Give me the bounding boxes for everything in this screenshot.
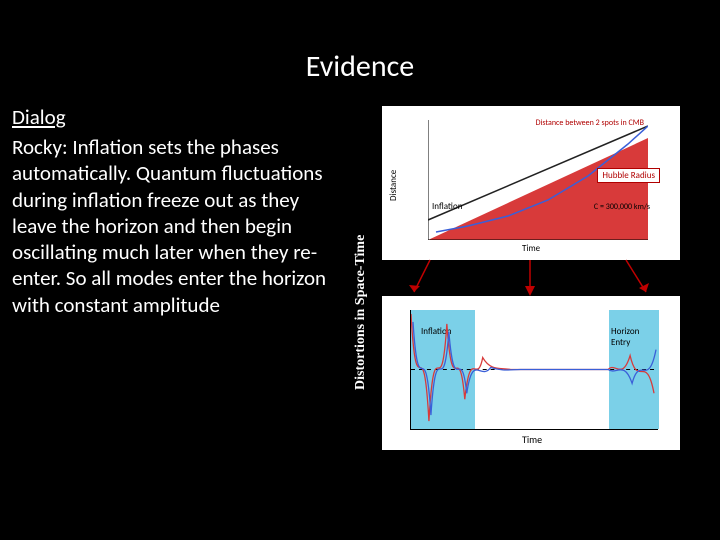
vertical-axis-label: Distortions in Space-Time (353, 235, 369, 390)
series-red (411, 314, 654, 421)
arrow-mid (518, 258, 542, 300)
bottom-fig-xlabel: Time (522, 433, 542, 446)
bottom-fig-svg (411, 310, 658, 429)
hubble-triangle (428, 138, 648, 240)
figure-bottom: Inflation Horizon Entry Time (382, 296, 680, 450)
arrow-right (616, 258, 660, 300)
slide-root: Evidence Dialog Rocky: Inflation sets th… (0, 0, 720, 540)
top-fig-scale-note: C = 300,000 km/s (594, 202, 650, 212)
figure-top: Distance Distance between 2 spots in CMB… (382, 106, 680, 260)
dialog-body: Rocky: Inflation sets the phases automat… (12, 134, 342, 318)
top-fig-inflation-label: Inflation (432, 201, 462, 212)
arrow-left (400, 258, 440, 300)
series-blue (413, 322, 656, 415)
bottom-fig-plot: Inflation Horizon Entry (410, 310, 658, 430)
dialog-heading: Dialog (12, 104, 342, 130)
top-fig-hubble-label: Hubble Radius (597, 168, 660, 183)
dialog-panel: Dialog Rocky: Inflation sets the phases … (12, 104, 342, 318)
top-fig-xlabel: Time (522, 243, 540, 254)
top-fig-ylabel: Distance (388, 170, 399, 201)
slide-title: Evidence (0, 48, 720, 85)
